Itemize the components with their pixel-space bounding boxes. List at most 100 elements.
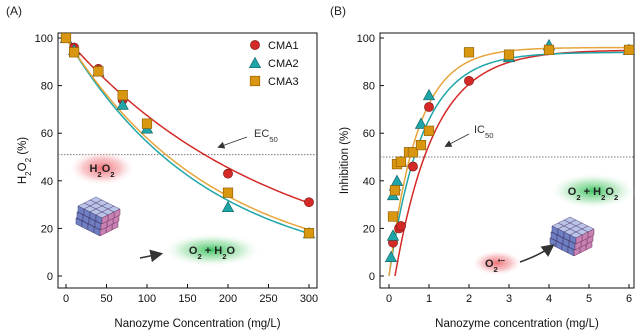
plot-frame xyxy=(379,32,635,289)
data-point-cma1 xyxy=(223,168,233,179)
o2-h2o2-label-sub2: 2 xyxy=(601,193,605,202)
y-tick-label: 80 xyxy=(363,81,375,93)
x-tick-label: 200 xyxy=(219,293,237,305)
superoxide-label: O2•− xyxy=(485,256,506,274)
x-axis-label: Nanozyme Concentration (mg/L) xyxy=(114,318,280,330)
legend-label-cma2: CMA2 xyxy=(268,58,299,70)
x-tick-label: 300 xyxy=(300,293,318,305)
ic50-label: IC50 xyxy=(474,124,494,140)
h2o2-glow xyxy=(68,150,136,186)
o2-h2o2-label: O2 + H2O2 xyxy=(568,186,618,202)
y-axis-label: Inhibition (%) xyxy=(339,127,351,194)
crystal-a-cube-35-right xyxy=(101,214,109,225)
legend: CMA1 CMA2 CMA3 xyxy=(248,40,299,88)
y-tick-label: 100 xyxy=(357,33,375,45)
data-point-cma1 xyxy=(396,221,406,231)
legend-marker-cma3 xyxy=(249,75,261,87)
ec50-sub: 50 xyxy=(269,135,278,144)
data-point-cma2 xyxy=(414,117,428,129)
fit-line-cma2 xyxy=(65,37,310,235)
y-tick-label: 100 xyxy=(35,33,53,45)
x-axis-label: Nanozyme concentration (mg/L) xyxy=(435,318,599,330)
series-cma2 xyxy=(384,38,636,263)
data-point-cma3 xyxy=(141,118,153,129)
reaction-arrow-b xyxy=(519,244,555,263)
data-point-cma2 xyxy=(422,88,436,101)
data-point-cma2 xyxy=(384,250,398,263)
data-point-cma1 xyxy=(424,102,434,112)
data-point-cma3 xyxy=(389,185,401,196)
o2-h2o-label-sub1: 2 xyxy=(197,252,201,261)
y-tick-label: 0 xyxy=(47,271,53,283)
o2-h2o-label-post: O xyxy=(227,245,236,257)
legend-marker-cma2 xyxy=(248,56,262,69)
panel-label: (A) xyxy=(6,4,22,18)
data-point-cma3 xyxy=(117,90,128,101)
superoxide-label-pre: O xyxy=(485,258,494,270)
y-tick-label: 20 xyxy=(41,223,53,235)
data-point-cma3 xyxy=(623,44,635,55)
series-cma3 xyxy=(387,44,635,222)
data-point-cma3 xyxy=(69,47,80,58)
data-point-cma3 xyxy=(395,156,407,167)
x-tick-label: 4 xyxy=(546,293,552,305)
data-point-cma3 xyxy=(415,140,427,151)
y-axis-label-sub1: 2 xyxy=(24,171,33,176)
data-point-cma2 xyxy=(221,200,235,213)
data-point-cma3 xyxy=(60,32,72,44)
data-point-cma3 xyxy=(503,49,515,60)
o2-h2o-label-mid: + H xyxy=(202,245,223,257)
nanozyme-crystal-b xyxy=(549,216,595,257)
h2o2-label-sub1: 2 xyxy=(97,170,101,179)
ic50-main: IC xyxy=(474,124,485,136)
superoxide-glow xyxy=(471,250,523,276)
legend-marker-cma1 xyxy=(250,40,260,50)
ic50-sub: 50 xyxy=(485,131,494,140)
x-tick-label: 5 xyxy=(586,293,592,305)
ec50-arrow xyxy=(217,136,248,149)
x-tick-label: 0 xyxy=(63,293,69,305)
data-point-cma3 xyxy=(93,66,104,77)
y-axis-label-mid: O xyxy=(17,162,29,171)
x-tick-label: 0 xyxy=(386,293,392,305)
y-tick-label: 0 xyxy=(369,271,375,283)
data-point-cma3 xyxy=(543,44,555,55)
o2-h2o2-label-sub3: 2 xyxy=(614,193,618,202)
x-tick-label: 2 xyxy=(466,293,472,305)
fit-line-cma3 xyxy=(65,37,310,231)
h2o2-label-pre: H xyxy=(89,163,97,175)
data-point-cma3 xyxy=(303,228,315,239)
ic50-arrow xyxy=(444,133,470,147)
fit-line-cma3 xyxy=(388,46,630,277)
data-point-cma3 xyxy=(387,211,399,222)
data-point-cma2 xyxy=(390,174,404,186)
y-tick-label: 40 xyxy=(363,176,375,188)
x-tick-label: 150 xyxy=(178,293,196,305)
x-tick-label: 6 xyxy=(626,293,632,305)
x-tick-label: 1 xyxy=(426,293,432,305)
o2-h2o-label-sub2: 2 xyxy=(222,252,226,261)
y-tick-label: 60 xyxy=(41,128,53,140)
h2o2-label: H2O2 xyxy=(89,163,114,179)
legend-label-cma3: CMA3 xyxy=(268,76,299,88)
o2-h2o2-label-post: O xyxy=(605,186,614,198)
y-tick-label: 80 xyxy=(41,81,53,93)
o2-h2o-label-pre: O xyxy=(189,245,198,257)
series-cma3 xyxy=(60,32,315,239)
o2-h2o2-label-mid: + H xyxy=(581,186,602,198)
crystal-b-cube-35-right xyxy=(575,234,583,245)
h2o2-label-sub2: 2 xyxy=(110,170,114,179)
ec50-main: EC xyxy=(254,128,269,140)
o2-h2o2-glow xyxy=(549,173,636,209)
x-tick-label: 250 xyxy=(259,293,277,305)
legend-label-cma1: CMA1 xyxy=(268,40,299,52)
data-point-cma3 xyxy=(423,125,435,136)
superoxide-label-sub1: 2 xyxy=(494,265,498,274)
o2-h2o2-label-sub1: 2 xyxy=(576,193,580,202)
superoxide-label-sup: •− xyxy=(498,256,506,265)
data-point-cma1 xyxy=(464,75,474,86)
y-tick-label: 60 xyxy=(363,128,375,140)
y-tick-label: 20 xyxy=(363,223,375,235)
o2-h2o2-label-pre: O xyxy=(568,186,577,198)
o2-h2o-glow xyxy=(162,233,262,267)
